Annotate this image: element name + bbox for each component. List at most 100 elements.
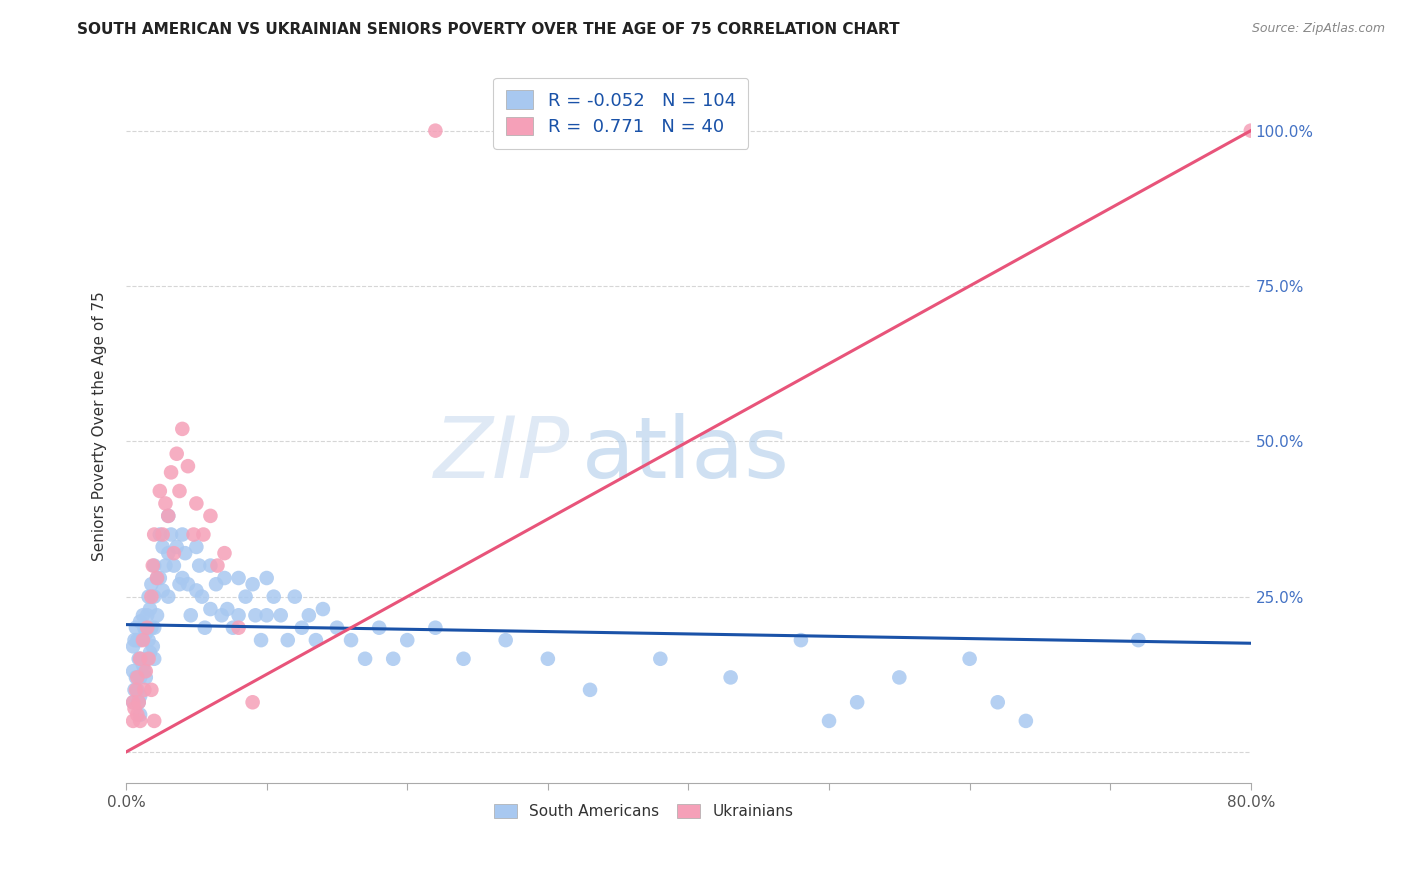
- Point: [134, 621, 156, 635]
- Point: [579, 682, 602, 697]
- Point: [1128, 633, 1150, 648]
- Point: [136, 621, 159, 635]
- Point: [149, 527, 172, 541]
- Point: [157, 508, 180, 523]
- Legend: South Americans, Ukrainians: South Americans, Ukrainians: [488, 798, 800, 825]
- Point: [146, 571, 169, 585]
- Point: [138, 633, 160, 648]
- Point: [250, 633, 273, 648]
- Point: [889, 670, 911, 684]
- Point: [160, 466, 183, 480]
- Point: [228, 621, 250, 635]
- Point: [149, 571, 172, 585]
- Point: [186, 540, 208, 554]
- Point: [138, 590, 160, 604]
- Point: [284, 590, 307, 604]
- Point: [354, 652, 377, 666]
- Y-axis label: Seniors Poverty Over the Age of 75: Seniors Poverty Over the Age of 75: [93, 291, 107, 561]
- Point: [214, 571, 236, 585]
- Point: [214, 546, 236, 560]
- Point: [143, 714, 166, 728]
- Point: [174, 546, 197, 560]
- Point: [453, 652, 475, 666]
- Point: [132, 633, 155, 648]
- Point: [166, 447, 188, 461]
- Point: [129, 707, 152, 722]
- Point: [177, 577, 200, 591]
- Point: [149, 483, 172, 498]
- Point: [135, 627, 157, 641]
- Point: [136, 652, 159, 666]
- Point: [193, 527, 215, 541]
- Point: [122, 695, 145, 709]
- Point: [305, 633, 328, 648]
- Point: [194, 621, 217, 635]
- Point: [291, 621, 314, 635]
- Point: [326, 621, 349, 635]
- Point: [129, 615, 152, 629]
- Point: [172, 571, 194, 585]
- Point: [135, 670, 157, 684]
- Point: [141, 577, 163, 591]
- Point: [152, 527, 174, 541]
- Point: [340, 633, 363, 648]
- Point: [134, 682, 156, 697]
- Point: [160, 527, 183, 541]
- Point: [128, 695, 150, 709]
- Point: [138, 652, 160, 666]
- Point: [270, 608, 292, 623]
- Point: [183, 527, 205, 541]
- Point: [127, 707, 149, 722]
- Point: [122, 714, 145, 728]
- Point: [122, 695, 145, 709]
- Point: [155, 558, 177, 573]
- Point: [537, 652, 560, 666]
- Point: [163, 546, 186, 560]
- Point: [132, 608, 155, 623]
- Point: [169, 577, 191, 591]
- Point: [191, 590, 214, 604]
- Point: [222, 621, 245, 635]
- Text: atlas: atlas: [582, 413, 790, 496]
- Point: [790, 633, 813, 648]
- Point: [217, 602, 239, 616]
- Point: [129, 633, 152, 648]
- Point: [211, 608, 233, 623]
- Point: [142, 640, 165, 654]
- Point: [152, 540, 174, 554]
- Point: [129, 714, 152, 728]
- Point: [1240, 123, 1263, 137]
- Point: [155, 496, 177, 510]
- Point: [152, 583, 174, 598]
- Point: [129, 689, 152, 703]
- Point: [495, 633, 517, 648]
- Point: [143, 621, 166, 635]
- Point: [172, 422, 194, 436]
- Point: [135, 664, 157, 678]
- Point: [200, 558, 222, 573]
- Point: [242, 577, 264, 591]
- Point: [143, 590, 166, 604]
- Point: [298, 608, 321, 623]
- Text: Source: ZipAtlas.com: Source: ZipAtlas.com: [1251, 22, 1385, 36]
- Point: [146, 608, 169, 623]
- Text: SOUTH AMERICAN VS UKRAINIAN SENIORS POVERTY OVER THE AGE OF 75 CORRELATION CHART: SOUTH AMERICAN VS UKRAINIAN SENIORS POVE…: [77, 22, 900, 37]
- Point: [242, 695, 264, 709]
- Point: [188, 558, 211, 573]
- Point: [228, 608, 250, 623]
- Point: [141, 621, 163, 635]
- Point: [134, 664, 156, 678]
- Point: [142, 558, 165, 573]
- Point: [129, 670, 152, 684]
- Point: [146, 571, 169, 585]
- Point: [125, 670, 148, 684]
- Point: [127, 670, 149, 684]
- Point: [1015, 714, 1038, 728]
- Point: [263, 590, 285, 604]
- Point: [127, 633, 149, 648]
- Point: [959, 652, 981, 666]
- Point: [139, 646, 162, 660]
- Point: [818, 714, 841, 728]
- Point: [256, 608, 278, 623]
- Point: [245, 608, 267, 623]
